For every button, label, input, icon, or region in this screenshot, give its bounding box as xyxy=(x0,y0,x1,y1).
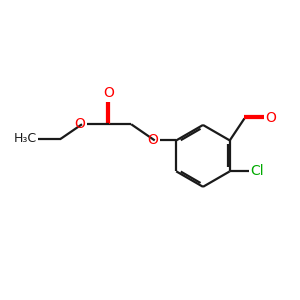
Text: O: O xyxy=(148,134,159,147)
Text: O: O xyxy=(104,86,115,100)
Text: O: O xyxy=(265,111,276,125)
Text: O: O xyxy=(75,117,86,131)
Text: Cl: Cl xyxy=(250,164,264,178)
Text: H₃C: H₃C xyxy=(14,133,37,146)
